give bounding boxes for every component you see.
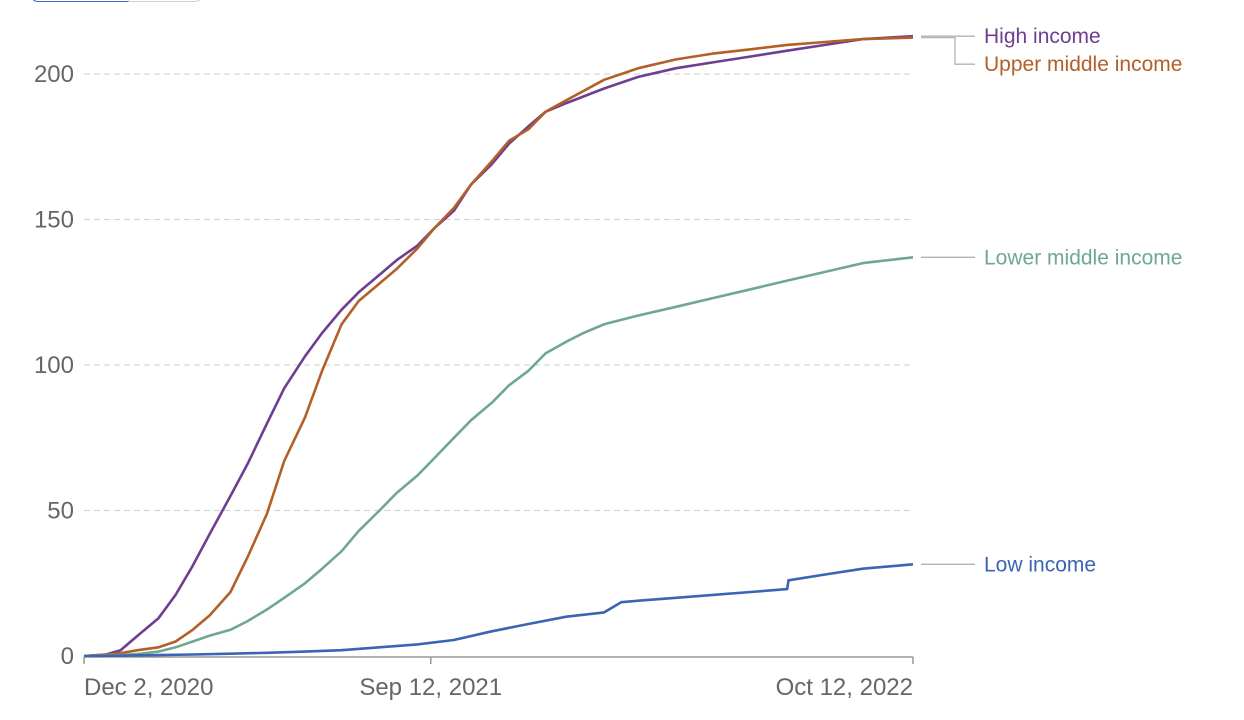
y-tick-label-100: 100 <box>34 352 74 379</box>
y-tick-label-150: 150 <box>34 207 74 234</box>
view-toggle[interactable] <box>30 0 203 4</box>
x-tick-label-dec-2-2020: Dec 2, 2020 <box>84 674 213 701</box>
y-grid: 0 50 100 150 200 <box>34 61 913 670</box>
x-tick-label-oct-12-2022: Oct 12, 2022 <box>776 674 913 701</box>
series-line-lower-middle-income <box>83 256 914 658</box>
y-tick-label-0: 0 <box>61 643 74 670</box>
series-label-low-income: Low income <box>984 553 1096 576</box>
series-line-high-income <box>83 34 914 658</box>
x-tick-label-sep-12-2021: Sep 12, 2021 <box>359 674 502 701</box>
y-tick-label-50: 50 <box>47 498 74 525</box>
series-line-upper-middle-income <box>83 36 914 658</box>
series-end-labels: High income Upper middle income Lower midd… <box>921 25 1182 576</box>
y-tick-label-200: 200 <box>34 61 74 88</box>
series-label-upper-middle-income: Upper middle income <box>984 53 1182 76</box>
series-line-low-income <box>83 563 914 658</box>
series-lines <box>83 34 914 658</box>
leader-line-upper-middle-income <box>921 36 975 65</box>
x-axis: Dec 2, 2020 Sep 12, 2021 Oct 12, 2022 <box>83 656 914 701</box>
series-label-high-income: High income <box>984 25 1101 48</box>
series-label-lower-middle-income: Lower middle income <box>984 246 1182 269</box>
